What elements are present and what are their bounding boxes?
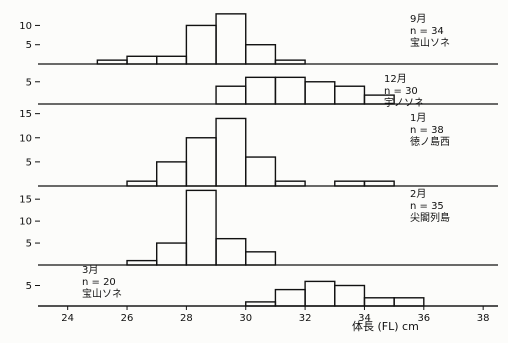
histogram-bar <box>245 76 277 105</box>
y-tick-label: 10 <box>19 21 32 32</box>
panel-label: n = 20 <box>82 277 116 288</box>
histogram-bar <box>215 85 247 105</box>
panel-label: n = 30 <box>384 86 418 97</box>
histogram-bar <box>274 180 306 187</box>
y-tick-label: 5 <box>26 77 32 88</box>
histogram-bar <box>245 156 277 187</box>
x-tick-label: 34 <box>358 313 371 324</box>
x-tick-label: 38 <box>477 313 490 324</box>
histogram-bar <box>304 280 336 307</box>
histogram-bar <box>126 259 158 266</box>
x-tick-label: 24 <box>61 313 74 324</box>
histogram-bar <box>245 251 277 266</box>
histogram-bar <box>126 55 158 65</box>
histogram-bar <box>215 237 247 266</box>
y-tick-label: 10 <box>19 217 32 228</box>
panel-label: n = 34 <box>410 26 444 37</box>
y-tick-label: 5 <box>26 239 32 250</box>
histogram-bar <box>185 137 217 187</box>
histogram-bar <box>334 180 366 187</box>
x-tick-label: 28 <box>180 313 193 324</box>
histogram-bar <box>393 297 425 307</box>
histogram-bar <box>334 85 366 105</box>
panel-label: 12月 <box>384 73 407 85</box>
histogram-bar <box>274 59 306 65</box>
y-tick-label: 5 <box>26 40 32 51</box>
histogram-bar <box>245 44 277 65</box>
histogram-bar <box>334 284 366 307</box>
histogram-bar <box>156 242 188 266</box>
histogram-bar <box>215 117 247 187</box>
histogram-bar <box>185 24 217 65</box>
x-tick-label: 36 <box>417 313 430 324</box>
x-tick-label: 32 <box>299 313 312 324</box>
panel-label: n = 35 <box>410 201 444 212</box>
panel-label: 3月 <box>82 264 98 276</box>
x-tick-label: 30 <box>239 313 252 324</box>
histogram-bar <box>185 189 217 266</box>
x-tick-label: 26 <box>121 313 134 324</box>
panel-label: n = 38 <box>410 125 444 136</box>
histogram-bar <box>274 76 306 105</box>
y-tick-label: 10 <box>19 133 32 144</box>
histogram-bar <box>274 288 306 307</box>
y-tick-label: 15 <box>19 109 32 120</box>
x-axis: 24 26 28 30 32 34 36 38 <box>38 305 498 324</box>
y-tick-label: 15 <box>19 195 32 206</box>
histogram-bar <box>156 161 188 187</box>
x-axis-title: 体長 (FL) cm <box>352 319 419 333</box>
panel-label: 1月 <box>410 112 426 124</box>
histogram-bar <box>363 297 395 307</box>
panel-label: 9月 <box>410 13 426 25</box>
panel-label: 2月 <box>410 188 426 200</box>
histogram-bar <box>96 59 128 65</box>
panel-label: 宝山ソネ <box>410 36 450 49</box>
histogram-bar <box>156 55 188 65</box>
y-tick-label: 5 <box>26 157 32 168</box>
histogram-bar <box>363 94 395 105</box>
panel-label: 宇ノソネ <box>384 96 424 109</box>
y-tick-label: 5 <box>26 281 32 292</box>
histogram-bar <box>363 180 395 187</box>
histogram-bar <box>215 13 247 65</box>
panel-label: 宝山ソネ <box>82 287 122 300</box>
histogram-bar <box>126 180 158 187</box>
panel-label: 徳ノ島西 <box>410 135 450 148</box>
panel-label: 尖閣列島 <box>410 211 450 224</box>
histogram-bar <box>304 81 336 105</box>
